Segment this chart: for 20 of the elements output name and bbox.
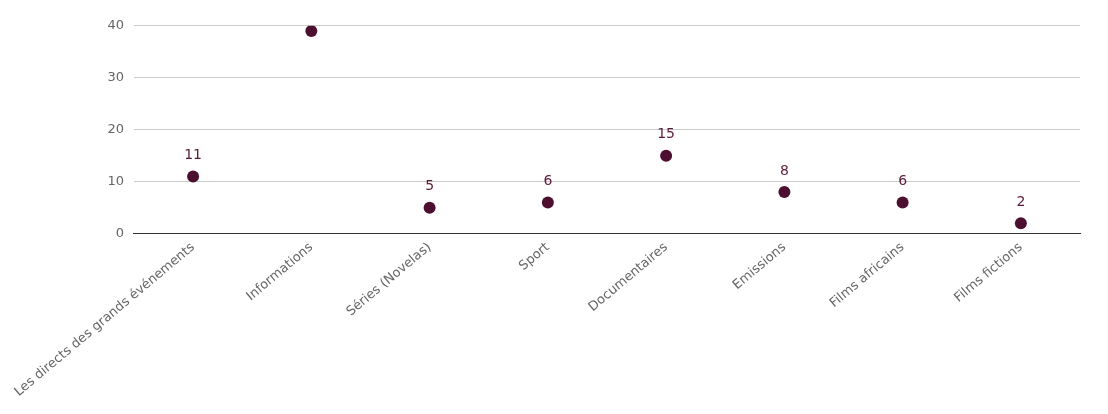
point <box>187 170 200 183</box>
y-tick-label: 30 <box>107 69 124 85</box>
point <box>305 25 318 37</box>
data-label: 6 <box>898 172 908 189</box>
y-tick-label: 40 <box>107 17 124 33</box>
data-label: 15 <box>657 125 676 142</box>
point <box>896 196 909 209</box>
point <box>1014 217 1027 230</box>
data-label: 2 <box>1016 192 1026 209</box>
data-label: 11 <box>184 146 202 163</box>
data-label: 6 <box>543 172 553 189</box>
point <box>423 201 436 214</box>
y-tick-label: 0 <box>115 225 124 241</box>
point <box>778 186 791 199</box>
data-label: 8 <box>779 161 789 178</box>
y-tick-label: 10 <box>107 173 124 189</box>
point <box>660 149 673 162</box>
point <box>541 196 554 209</box>
y-tick-label: 20 <box>107 121 124 137</box>
data-label: 5 <box>425 177 435 194</box>
